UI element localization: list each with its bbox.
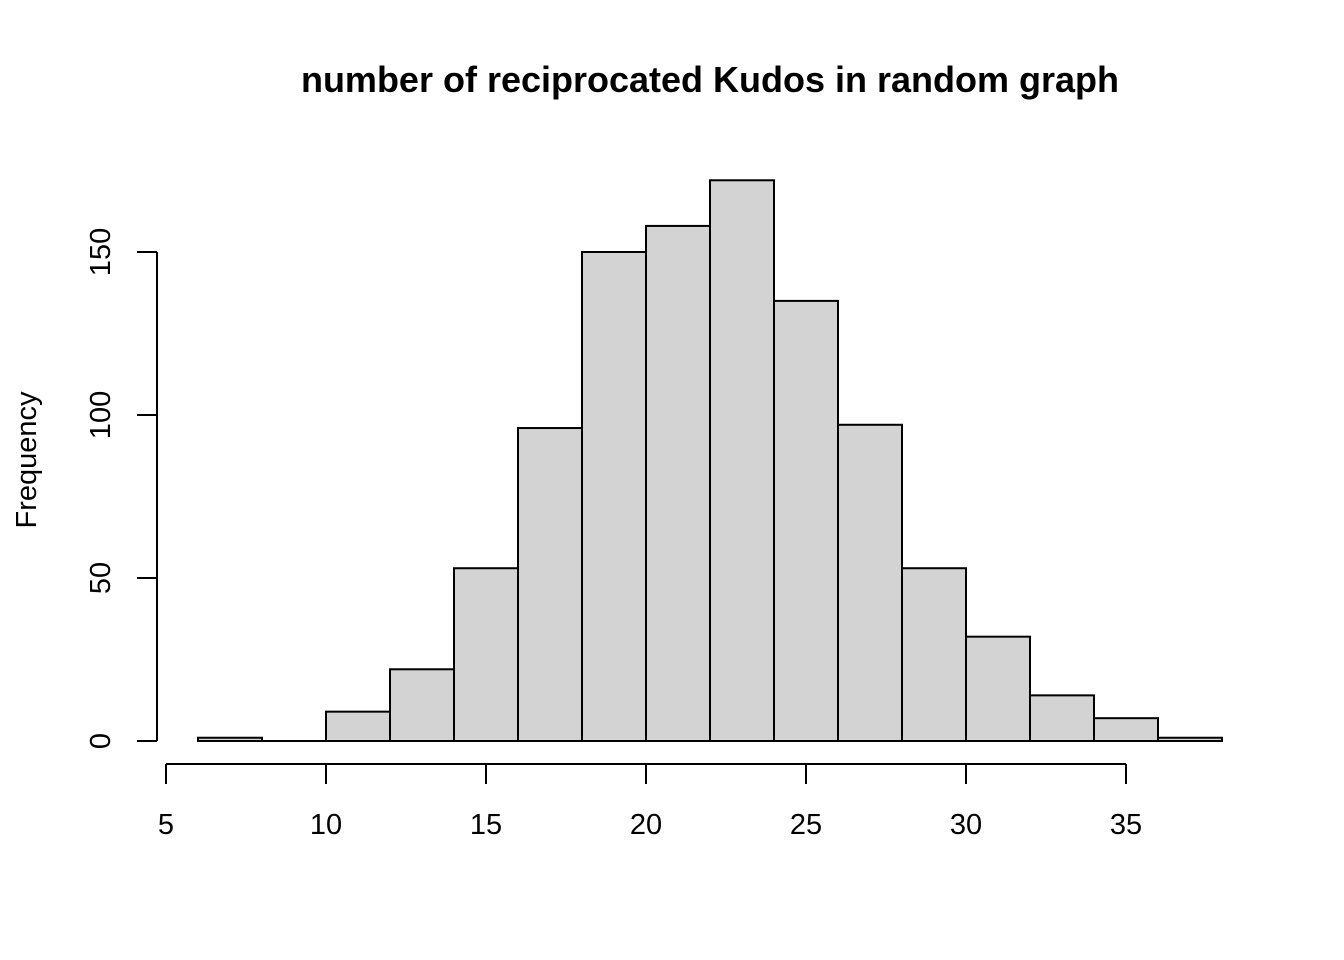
bars-group: [197, 179, 1223, 743]
histogram-bar: [389, 668, 455, 743]
x-tick-label: 25: [790, 809, 822, 841]
histogram-bar: [1029, 694, 1095, 742]
histogram-bar: [197, 736, 263, 742]
y-tick-label: 50: [85, 562, 117, 594]
y-axis: 0 50 100 150: [85, 228, 158, 749]
x-tick-label: 10: [310, 809, 342, 841]
histogram-bar: [901, 567, 967, 742]
histogram-bar: [453, 567, 519, 742]
histogram-bar: [1093, 717, 1159, 742]
chart-title: number of reciprocated Kudos in random g…: [301, 59, 1119, 100]
x-axis: 5 10 15 20 25 30 35: [158, 763, 1142, 841]
histogram-bar: [1157, 736, 1223, 742]
histogram-bar: [837, 423, 903, 742]
histogram-bar: [709, 179, 775, 742]
histogram-bar: [645, 224, 711, 743]
histogram-bar: [773, 299, 839, 742]
y-tick-label: 0: [85, 733, 117, 749]
y-axis-label: Frequency: [11, 391, 43, 529]
x-tick-label: 35: [1110, 809, 1142, 841]
y-tick-label: 100: [85, 391, 117, 439]
histogram-bar: [325, 710, 391, 742]
x-tick-label: 15: [470, 809, 502, 841]
x-tick-label: 30: [950, 809, 982, 841]
x-tick-label: 5: [158, 809, 174, 841]
histogram-bar: [517, 427, 583, 742]
x-tick-label: 20: [630, 809, 662, 841]
histogram-bar: [581, 251, 647, 742]
histogram-bar: [965, 635, 1031, 742]
y-tick-label: 150: [85, 228, 117, 276]
